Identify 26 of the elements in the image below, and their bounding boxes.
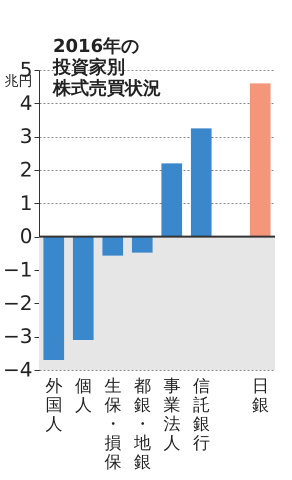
- bar: [132, 236, 153, 253]
- bar: [43, 236, 64, 360]
- y-tick-label: −1: [3, 258, 32, 282]
- bar: [190, 128, 212, 237]
- y-tick-label: −4: [3, 358, 32, 382]
- text: 投資家別: [53, 57, 125, 78]
- x-tick-label: 外国人: [45, 376, 62, 434]
- text: 2016年の: [53, 36, 140, 57]
- x-tick-label: 信託銀行: [192, 376, 210, 454]
- text: 株式売買状況: [53, 78, 161, 99]
- x-tick-label: 事業法人: [163, 376, 180, 454]
- bar: [161, 163, 182, 237]
- bar: [250, 83, 271, 237]
- x-tick-label: 日銀: [252, 376, 269, 416]
- x-tick-label: 都銀・地銀: [132, 376, 151, 472]
- x-tick-label: 個人: [74, 376, 92, 416]
- y-tick-label: 1: [20, 190, 32, 215]
- bar: [72, 236, 94, 340]
- y-tick-label: 2: [20, 158, 32, 182]
- y-tick-label: −2: [3, 290, 32, 315]
- y-tick-label: −3: [3, 324, 32, 348]
- y-tick-label: 4: [20, 90, 32, 115]
- y-tick-label: 3: [20, 124, 32, 148]
- x-tick-label: 生保・損保: [104, 376, 122, 472]
- y-tick-label: 0: [20, 224, 32, 248]
- bar: [102, 236, 124, 256]
